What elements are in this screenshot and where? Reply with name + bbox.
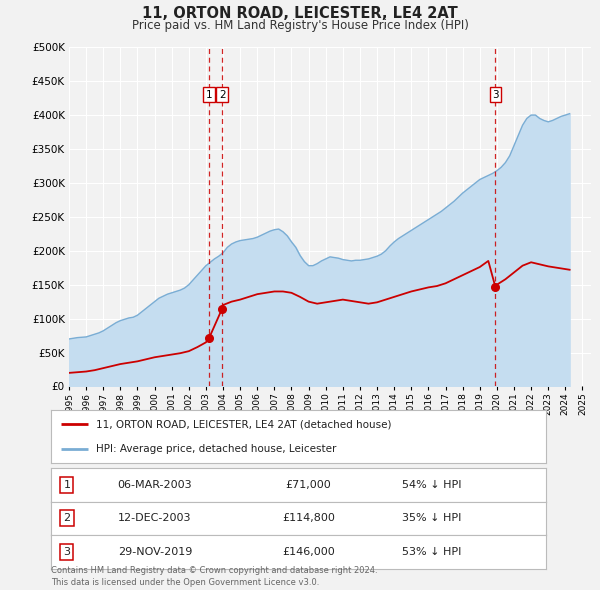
Text: £71,000: £71,000 <box>286 480 331 490</box>
Text: 3: 3 <box>492 90 499 100</box>
Text: HPI: Average price, detached house, Leicester: HPI: Average price, detached house, Leic… <box>95 444 336 454</box>
Text: £146,000: £146,000 <box>282 547 335 557</box>
Text: 35% ↓ HPI: 35% ↓ HPI <box>403 513 462 523</box>
Text: 12-DEC-2003: 12-DEC-2003 <box>118 513 192 523</box>
Text: 54% ↓ HPI: 54% ↓ HPI <box>403 480 462 490</box>
Text: Price paid vs. HM Land Registry's House Price Index (HPI): Price paid vs. HM Land Registry's House … <box>131 19 469 32</box>
Text: 11, ORTON ROAD, LEICESTER, LE4 2AT: 11, ORTON ROAD, LEICESTER, LE4 2AT <box>142 6 458 21</box>
Text: Contains HM Land Registry data © Crown copyright and database right 2024.
This d: Contains HM Land Registry data © Crown c… <box>51 566 377 587</box>
Text: 11, ORTON ROAD, LEICESTER, LE4 2AT (detached house): 11, ORTON ROAD, LEICESTER, LE4 2AT (deta… <box>95 419 391 430</box>
Text: 2: 2 <box>219 90 226 100</box>
Text: 3: 3 <box>64 547 70 557</box>
Text: 29-NOV-2019: 29-NOV-2019 <box>118 547 192 557</box>
Text: 1: 1 <box>206 90 212 100</box>
Text: 2: 2 <box>63 513 70 523</box>
Text: 53% ↓ HPI: 53% ↓ HPI <box>403 547 462 557</box>
Text: £114,800: £114,800 <box>282 513 335 523</box>
Text: 06-MAR-2003: 06-MAR-2003 <box>118 480 192 490</box>
Text: 1: 1 <box>64 480 70 490</box>
